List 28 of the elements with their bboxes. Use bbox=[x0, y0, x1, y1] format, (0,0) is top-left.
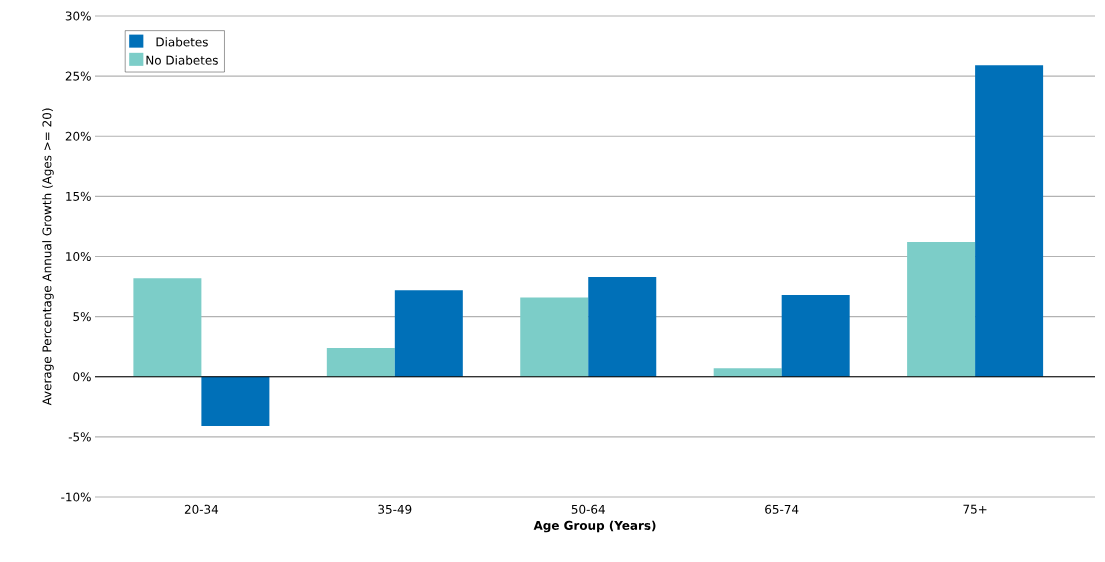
y-tick-label: 30% bbox=[65, 11, 91, 21]
y-tick-label: 5% bbox=[73, 312, 91, 322]
bar bbox=[520, 297, 589, 377]
x-axis-title: Age Group (Years) bbox=[533, 520, 656, 533]
y-tick-label: 15% bbox=[66, 191, 91, 201]
bar bbox=[907, 242, 976, 377]
y-tick-label: -5% bbox=[68, 432, 91, 442]
bar bbox=[713, 368, 782, 377]
bar bbox=[781, 294, 850, 377]
x-tick-label: 50-64 bbox=[571, 504, 605, 514]
bar bbox=[975, 65, 1044, 377]
x-tick-label: 20-34 bbox=[184, 504, 219, 514]
legend-label: No Diabetes bbox=[146, 55, 218, 65]
x-tick-label: 65-74 bbox=[765, 504, 799, 514]
y-tick-label: 0% bbox=[73, 372, 91, 382]
bar bbox=[394, 290, 463, 377]
y-tick-label: 25% bbox=[65, 71, 91, 81]
x-tick-label: 35-49 bbox=[378, 504, 412, 514]
bar bbox=[326, 347, 395, 377]
y-tick-label: -10% bbox=[61, 492, 91, 502]
bar bbox=[133, 278, 202, 377]
x-tick-label: 75+ bbox=[963, 504, 987, 514]
y-tick-label: 10% bbox=[66, 251, 91, 262]
y-tick-label: 20% bbox=[65, 131, 91, 141]
bar bbox=[201, 376, 270, 427]
legend-label: Diabetes bbox=[156, 37, 208, 47]
y-axis-title: Average Percentage Annual Growth (Ages >= 20) bbox=[42, 108, 54, 406]
bar bbox=[588, 276, 657, 377]
